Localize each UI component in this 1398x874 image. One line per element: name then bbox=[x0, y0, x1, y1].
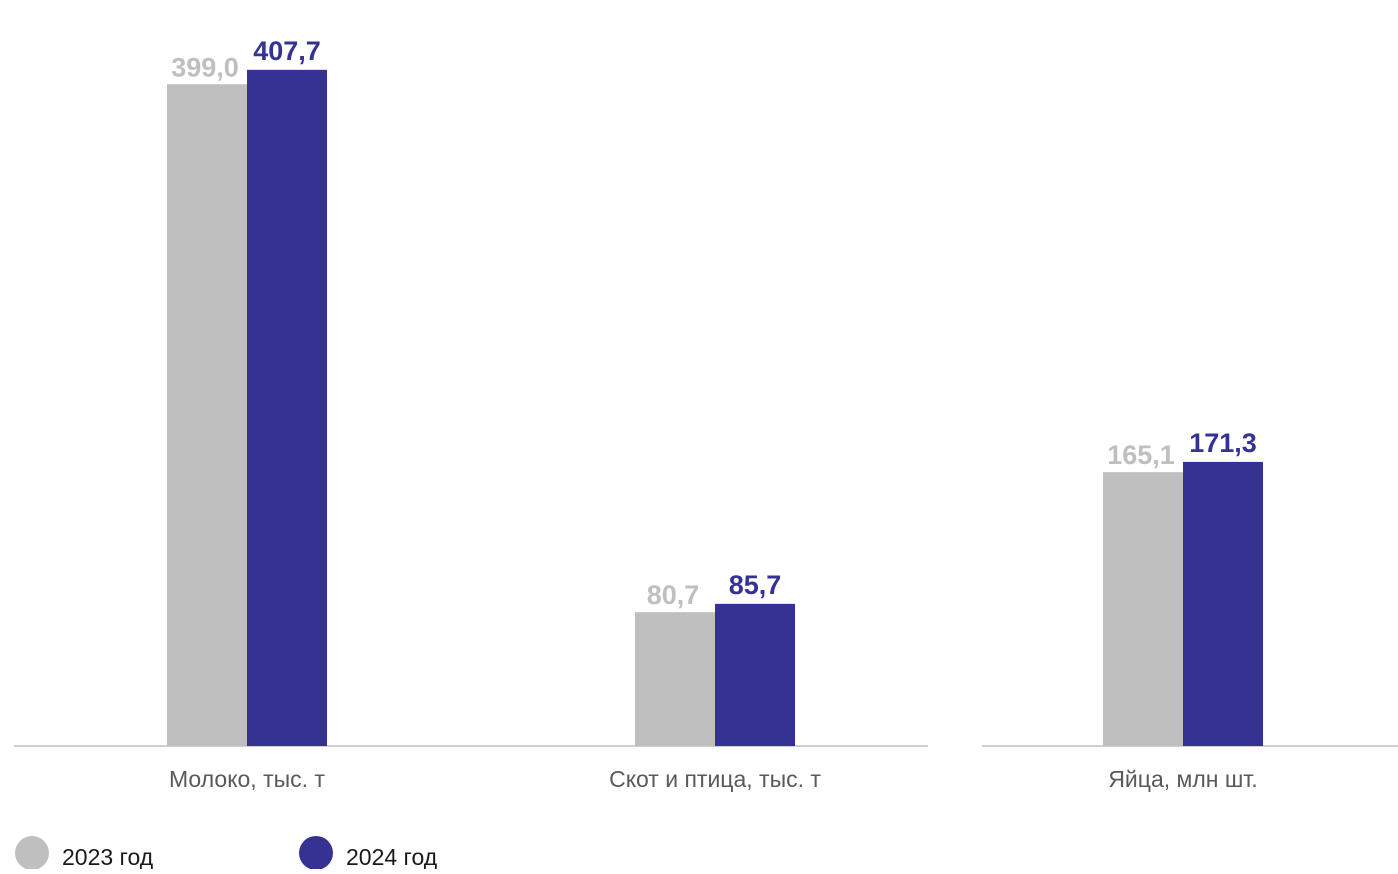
bar-2024-год-3 bbox=[1183, 461, 1263, 746]
data-label-2023-год-3: 165,1 bbox=[1107, 440, 1175, 470]
legend-item-2023-год: 2023 год bbox=[15, 836, 154, 870]
legend-label-2024-год: 2024 год bbox=[346, 844, 438, 869]
bar-2024-год-2 bbox=[715, 603, 795, 746]
legend: 2023 год 2024 год bbox=[15, 836, 438, 870]
category-label-2: Скот и птица, тыс. т bbox=[609, 766, 821, 792]
data-label-2023-год-2: 80,7 bbox=[647, 580, 700, 610]
bar-2024-год-1 bbox=[247, 69, 327, 747]
labels-layer: 399,0 407,7 Молоко, тыс. т 80,7 85,7 Скот и п… bbox=[169, 36, 1258, 792]
legend-swatch-2024-год bbox=[299, 836, 333, 870]
bar-2023-год-2 bbox=[635, 612, 715, 746]
legend-label-2023-год: 2023 год bbox=[62, 844, 154, 869]
category-label-3: Яйца, млн шт. bbox=[1108, 766, 1257, 792]
data-label-2024-год-1: 407,7 bbox=[253, 36, 321, 66]
bar-2023-год-3 bbox=[1103, 472, 1183, 746]
category-label-1: Молоко, тыс. т bbox=[169, 766, 325, 792]
bars-layer bbox=[167, 69, 1263, 747]
data-label-2023-год-1: 399,0 bbox=[171, 52, 239, 82]
bar-2023-год-1 bbox=[167, 84, 247, 747]
legend-item-2024-год: 2024 год bbox=[299, 836, 438, 870]
data-label-2024-год-2: 85,7 bbox=[729, 570, 782, 600]
legend-swatch-2023-год bbox=[15, 836, 49, 870]
data-label-2024-год-3: 171,3 bbox=[1189, 428, 1257, 458]
